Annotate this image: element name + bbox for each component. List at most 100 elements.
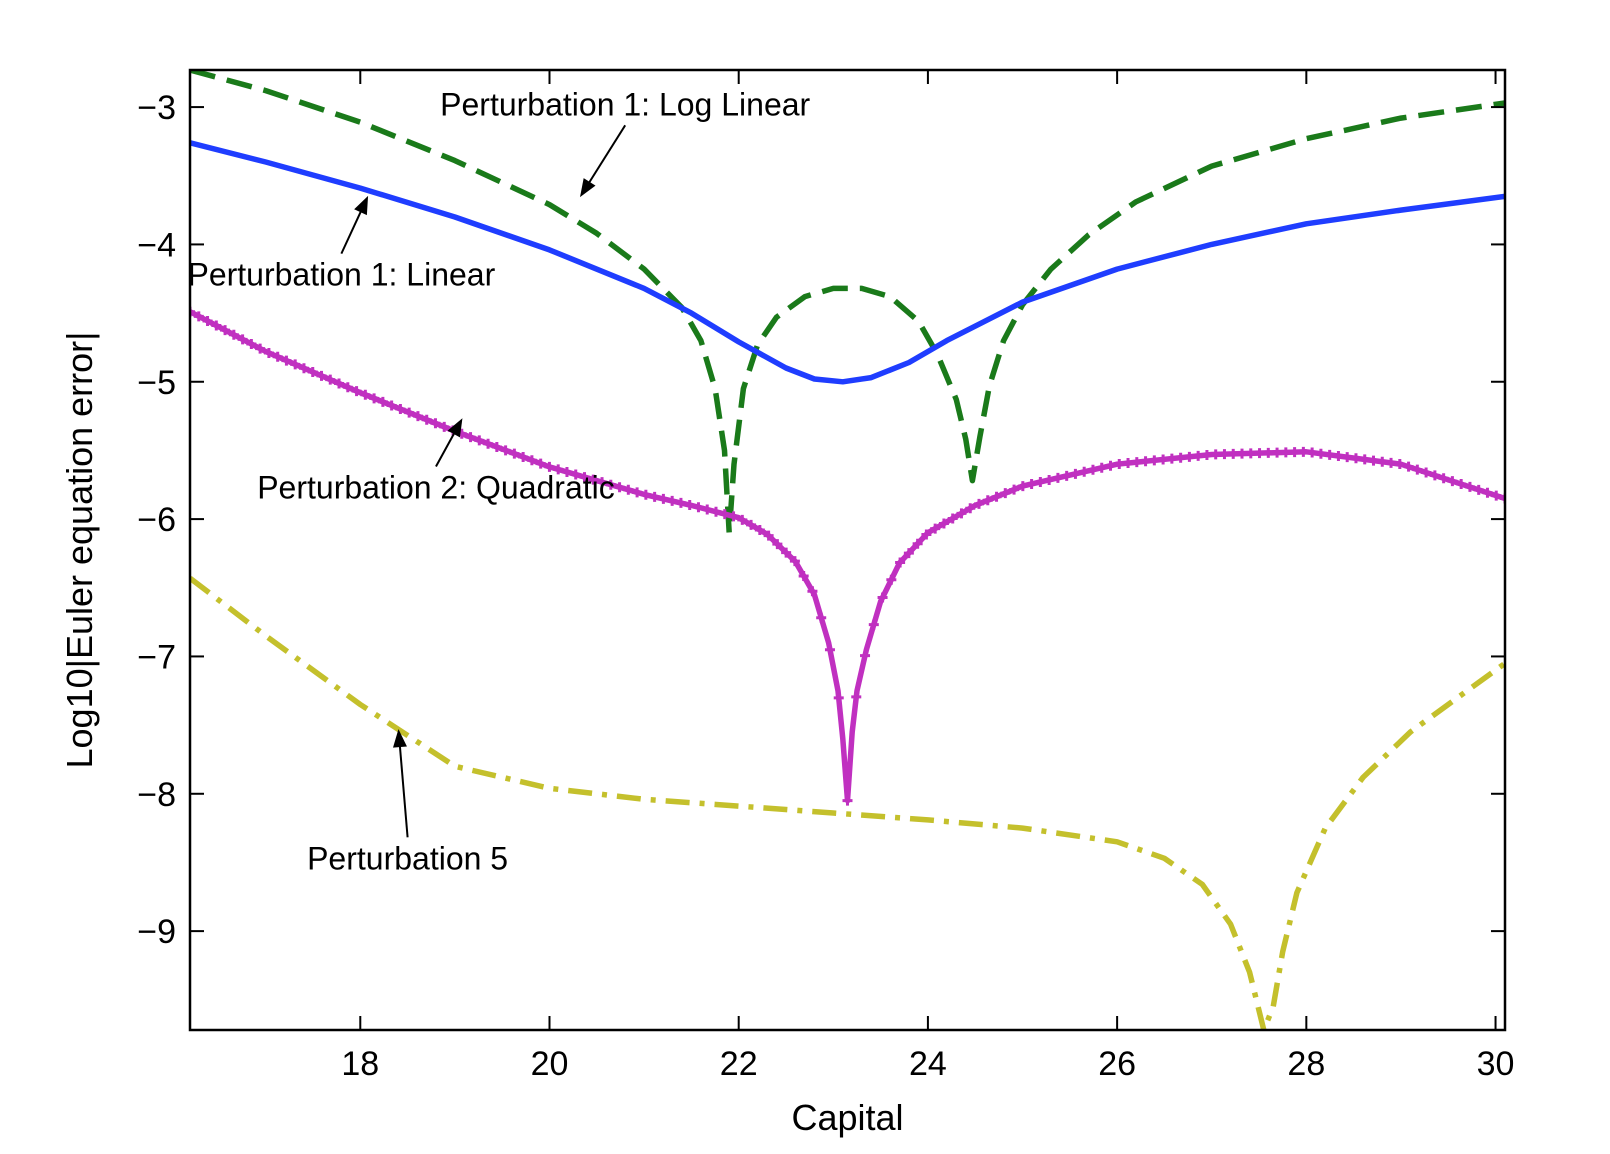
y-tick-label-3: −6 — [137, 501, 176, 539]
series-marker-2-148 — [1482, 487, 1493, 498]
series-marker-2-125 — [1280, 447, 1291, 458]
series-marker-2-34 — [483, 438, 494, 449]
series-marker-2-108 — [1131, 457, 1142, 468]
series-marker-2-76 — [851, 691, 862, 702]
annotation-arrow-head-3 — [393, 729, 407, 748]
series-marker-2-27 — [421, 414, 432, 425]
series-marker-2-65 — [754, 524, 765, 535]
series-marker-2-66 — [763, 530, 774, 541]
series-marker-2-25 — [404, 407, 415, 418]
series-marker-2-62 — [728, 511, 739, 522]
series-marker-2-97 — [1035, 476, 1046, 487]
series-marker-2-137 — [1386, 457, 1397, 468]
series-marker-2-146 — [1464, 481, 1475, 492]
series-marker-2-23 — [386, 400, 397, 411]
series-marker-2-150 — [1500, 493, 1505, 504]
series-marker-2-59 — [702, 504, 713, 515]
series-marker-2-88 — [956, 508, 967, 519]
series-marker-2-144 — [1447, 476, 1458, 487]
series-marker-2-94 — [1009, 484, 1020, 495]
series-marker-2-111 — [1158, 454, 1169, 465]
x-tick-label-5: 28 — [1287, 1045, 1325, 1083]
series-marker-2-6 — [237, 334, 248, 345]
series-marker-2-43 — [561, 466, 572, 477]
annotation-label-0: Perturbation 1: Log Linear — [440, 86, 810, 122]
series-marker-2-129 — [1315, 448, 1326, 459]
series-marker-2-38 — [518, 451, 529, 462]
series-marker-2-57 — [684, 499, 695, 510]
series-marker-2-136 — [1377, 456, 1388, 467]
series-marker-2-79 — [877, 592, 888, 603]
x-tick-label-2: 22 — [720, 1045, 758, 1083]
series-marker-2-121 — [1245, 448, 1256, 459]
series-marker-2-45 — [579, 472, 590, 483]
series-marker-2-36 — [500, 445, 511, 456]
series-marker-2-40 — [535, 458, 546, 469]
series-marker-2-127 — [1298, 446, 1309, 457]
series-marker-2-140 — [1412, 464, 1423, 475]
series-marker-2-35 — [491, 442, 502, 453]
series-marker-2-56 — [675, 497, 686, 508]
series-line-1 — [190, 140, 1505, 385]
series-marker-2-54 — [658, 493, 669, 504]
series-marker-2-71 — [807, 586, 818, 597]
x-tick-label-4: 26 — [1098, 1045, 1136, 1083]
series-marker-2-77 — [860, 650, 871, 661]
series-marker-2-115 — [1193, 450, 1204, 461]
series-marker-2-138 — [1394, 459, 1405, 470]
series-marker-2-133 — [1350, 453, 1361, 464]
series-marker-2-78 — [868, 619, 879, 630]
series-marker-2-95 — [1017, 481, 1028, 492]
series-marker-2-17 — [334, 378, 345, 389]
series-marker-2-86 — [938, 518, 949, 529]
series-marker-2-84 — [921, 529, 932, 540]
series-marker-2-48 — [605, 479, 616, 490]
series-marker-2-7 — [246, 339, 257, 350]
series-marker-2-93 — [1000, 488, 1011, 499]
series-marker-2-18 — [342, 382, 353, 393]
y-tick-label-4: −7 — [137, 638, 176, 676]
series-marker-2-104 — [1096, 462, 1107, 473]
x-tick-label-3: 24 — [909, 1045, 947, 1083]
series-marker-2-109 — [1140, 456, 1151, 467]
series-marker-2-14 — [307, 367, 318, 378]
series-marker-2-75 — [842, 795, 853, 806]
series-marker-2-9 — [263, 347, 274, 358]
series-marker-2-10 — [272, 351, 283, 362]
series-marker-2-28 — [430, 418, 441, 429]
ticks-layer: 18 20 22 24 26 28 30 −3 −4 −5 −6 −7 −8 −9 — [137, 70, 1514, 1083]
annotation-label-1: Perturbation 1: Linear — [187, 257, 495, 293]
series-marker-2-53 — [649, 491, 660, 502]
series-marker-2-15 — [316, 370, 327, 381]
series-marker-2-87 — [947, 513, 958, 524]
series-marker-2-105 — [1105, 460, 1116, 471]
series-marker-2-134 — [1359, 454, 1370, 465]
series-layer — [190, 70, 1505, 1030]
series-marker-2-49 — [614, 482, 625, 493]
series-marker-2-72 — [816, 612, 827, 623]
series-marker-2-89 — [965, 503, 976, 514]
series-marker-2-145 — [1456, 479, 1467, 490]
series-marker-2-3 — [211, 320, 222, 331]
series-marker-2-124 — [1272, 447, 1283, 458]
series-marker-2-13 — [298, 363, 309, 374]
series-marker-2-120 — [1237, 448, 1247, 459]
series-marker-2-26 — [412, 411, 423, 422]
series-marker-2-22 — [377, 396, 388, 407]
series-marker-2-63 — [737, 514, 748, 525]
series-markers-2 — [190, 306, 1505, 806]
series-line-0 — [190, 70, 1505, 536]
series-marker-2-64 — [746, 519, 757, 530]
series-marker-2-107 — [1123, 458, 1134, 469]
series-marker-2-128 — [1307, 447, 1318, 458]
series-line-2 — [190, 309, 1505, 804]
series-marker-2-44 — [570, 469, 581, 480]
series-marker-2-98 — [1044, 474, 1055, 485]
series-marker-2-16 — [325, 374, 336, 385]
series-marker-2-131 — [1333, 450, 1344, 461]
series-marker-2-116 — [1201, 450, 1212, 461]
series-marker-2-42 — [553, 464, 564, 475]
series-marker-2-147 — [1473, 484, 1484, 495]
series-marker-2-19 — [351, 386, 362, 397]
